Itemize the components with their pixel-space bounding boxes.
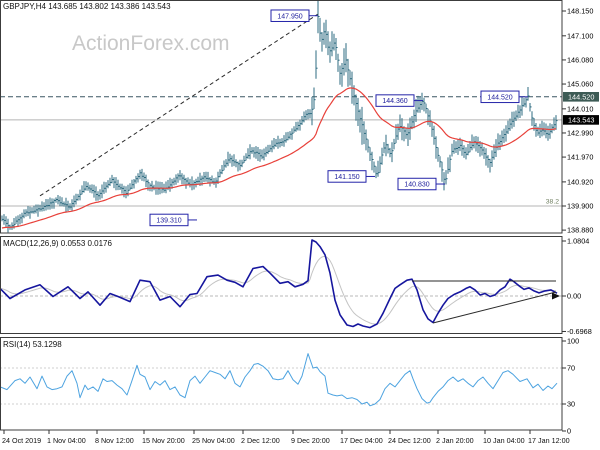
rsi-indicator-label: RSI(14) 53.1298 — [3, 340, 62, 349]
time-axis: 24 Oct 2019 1 Nov 04:00 8 Nov 12:00 15 Nov … — [2, 430, 570, 445]
price-axis-tick: 139.900 — [567, 202, 593, 211]
swing-label-box[interactable]: 141.150 — [327, 170, 375, 183]
macd-trendline-lower[interactable] — [432, 291, 557, 324]
price-axis-tick: 144.010 — [567, 104, 593, 113]
rsi-axis-tick: 70 — [567, 364, 575, 373]
right-axis: 148.150 147.100 146.080 145.060 144.010 142.9… — [562, 7, 599, 436]
time-axis-label: 2 Dec 12:00 — [241, 436, 280, 445]
price-axis-tick: 140.920 — [567, 177, 593, 186]
swing-label-text: 144.360 — [382, 98, 407, 105]
price-axis-tick: 146.080 — [567, 56, 593, 65]
time-axis-label: 25 Nov 04:00 — [192, 436, 235, 445]
macd-zero-arrow-icon — [552, 292, 560, 300]
price-bars — [1, 0, 558, 233]
price-panel-frame — [0, 0, 563, 234]
swing-label-box[interactable]: 147.950 — [270, 9, 318, 22]
time-axis-label: 8 Nov 12:00 — [95, 436, 134, 445]
macd-panel-frame — [0, 236, 563, 334]
time-axis-label: 10 Jan 04:00 — [483, 436, 525, 445]
macd-line — [0, 239, 558, 329]
price-panel: 38.2 147.950 144.360 144.520 141.150 140.830 1… — [0, 0, 562, 233]
price-axis-highlight-text: 143.543 — [568, 115, 594, 124]
swing-label-text: 141.150 — [334, 174, 359, 181]
rsi-axis-tick: 100 — [567, 337, 579, 346]
swing-label-text: 139.310 — [156, 218, 181, 225]
moving-average-line — [1, 87, 557, 229]
swing-label-text: 140.830 — [404, 182, 429, 189]
price-axis-tick: 141.970 — [567, 153, 593, 162]
macd-indicator-label: MACD(12,26,9) 0.0553 0.0176 — [3, 239, 112, 248]
time-axis-label: 24 Dec 12:00 — [388, 436, 431, 445]
swing-label-box[interactable]: 139.310 — [149, 213, 197, 227]
rsi-panel — [0, 353, 562, 407]
time-axis-label: 9 Dec 20:00 — [291, 436, 330, 445]
macd-axis-tick: 0.00 — [567, 292, 581, 301]
rsi-axis-tick: 0 — [567, 427, 571, 436]
rsi-panel-frame — [0, 337, 563, 431]
macd-signal-line — [0, 255, 557, 325]
price-trendline[interactable] — [39, 13, 319, 197]
price-axis-tick: 142.990 — [567, 129, 593, 138]
fib-382-label: 38.2 — [546, 199, 559, 206]
macd-panel — [0, 239, 562, 329]
macd-axis-tick: 1.0804 — [567, 237, 589, 246]
price-axis-tick: 147.100 — [567, 31, 593, 40]
time-axis-label: 24 Oct 2019 — [2, 436, 41, 445]
swing-label-text: 147.950 — [277, 13, 302, 20]
price-axis-highlight-text: 144.520 — [568, 92, 594, 101]
time-axis-label: 2 Jan 20:00 — [436, 436, 474, 445]
price-axis-tick: 138.880 — [567, 226, 593, 235]
time-axis-label: 15 Nov 20:00 — [142, 436, 185, 445]
price-axis-highlight-box: 143.543 — [563, 115, 599, 125]
price-axis-tick: 145.060 — [567, 80, 593, 89]
rsi-axis-tick: 30 — [567, 400, 575, 409]
watermark: ActionForex.com — [72, 32, 230, 55]
price-axis-tick: 148.150 — [567, 7, 593, 16]
swing-label-box[interactable]: 144.360 — [375, 94, 423, 107]
time-axis-label: 17 Jan 12:00 — [528, 436, 570, 445]
swing-label-box[interactable]: 140.830 — [397, 177, 445, 191]
swing-label-text: 144.520 — [487, 94, 512, 101]
swing-label-box[interactable]: 144.520 — [480, 90, 528, 104]
rsi-line — [0, 353, 558, 407]
time-axis-label: 17 Dec 04:00 — [340, 436, 383, 445]
time-axis-label: 1 Nov 04:00 — [47, 436, 86, 445]
symbol-ohlc-label: GBPJPY,H4 143.685 143.802 143.386 143.54… — [3, 2, 171, 11]
price-axis-highlight-box: 144.520 — [563, 92, 599, 102]
macd-axis-tick: -0.6968 — [567, 327, 592, 336]
